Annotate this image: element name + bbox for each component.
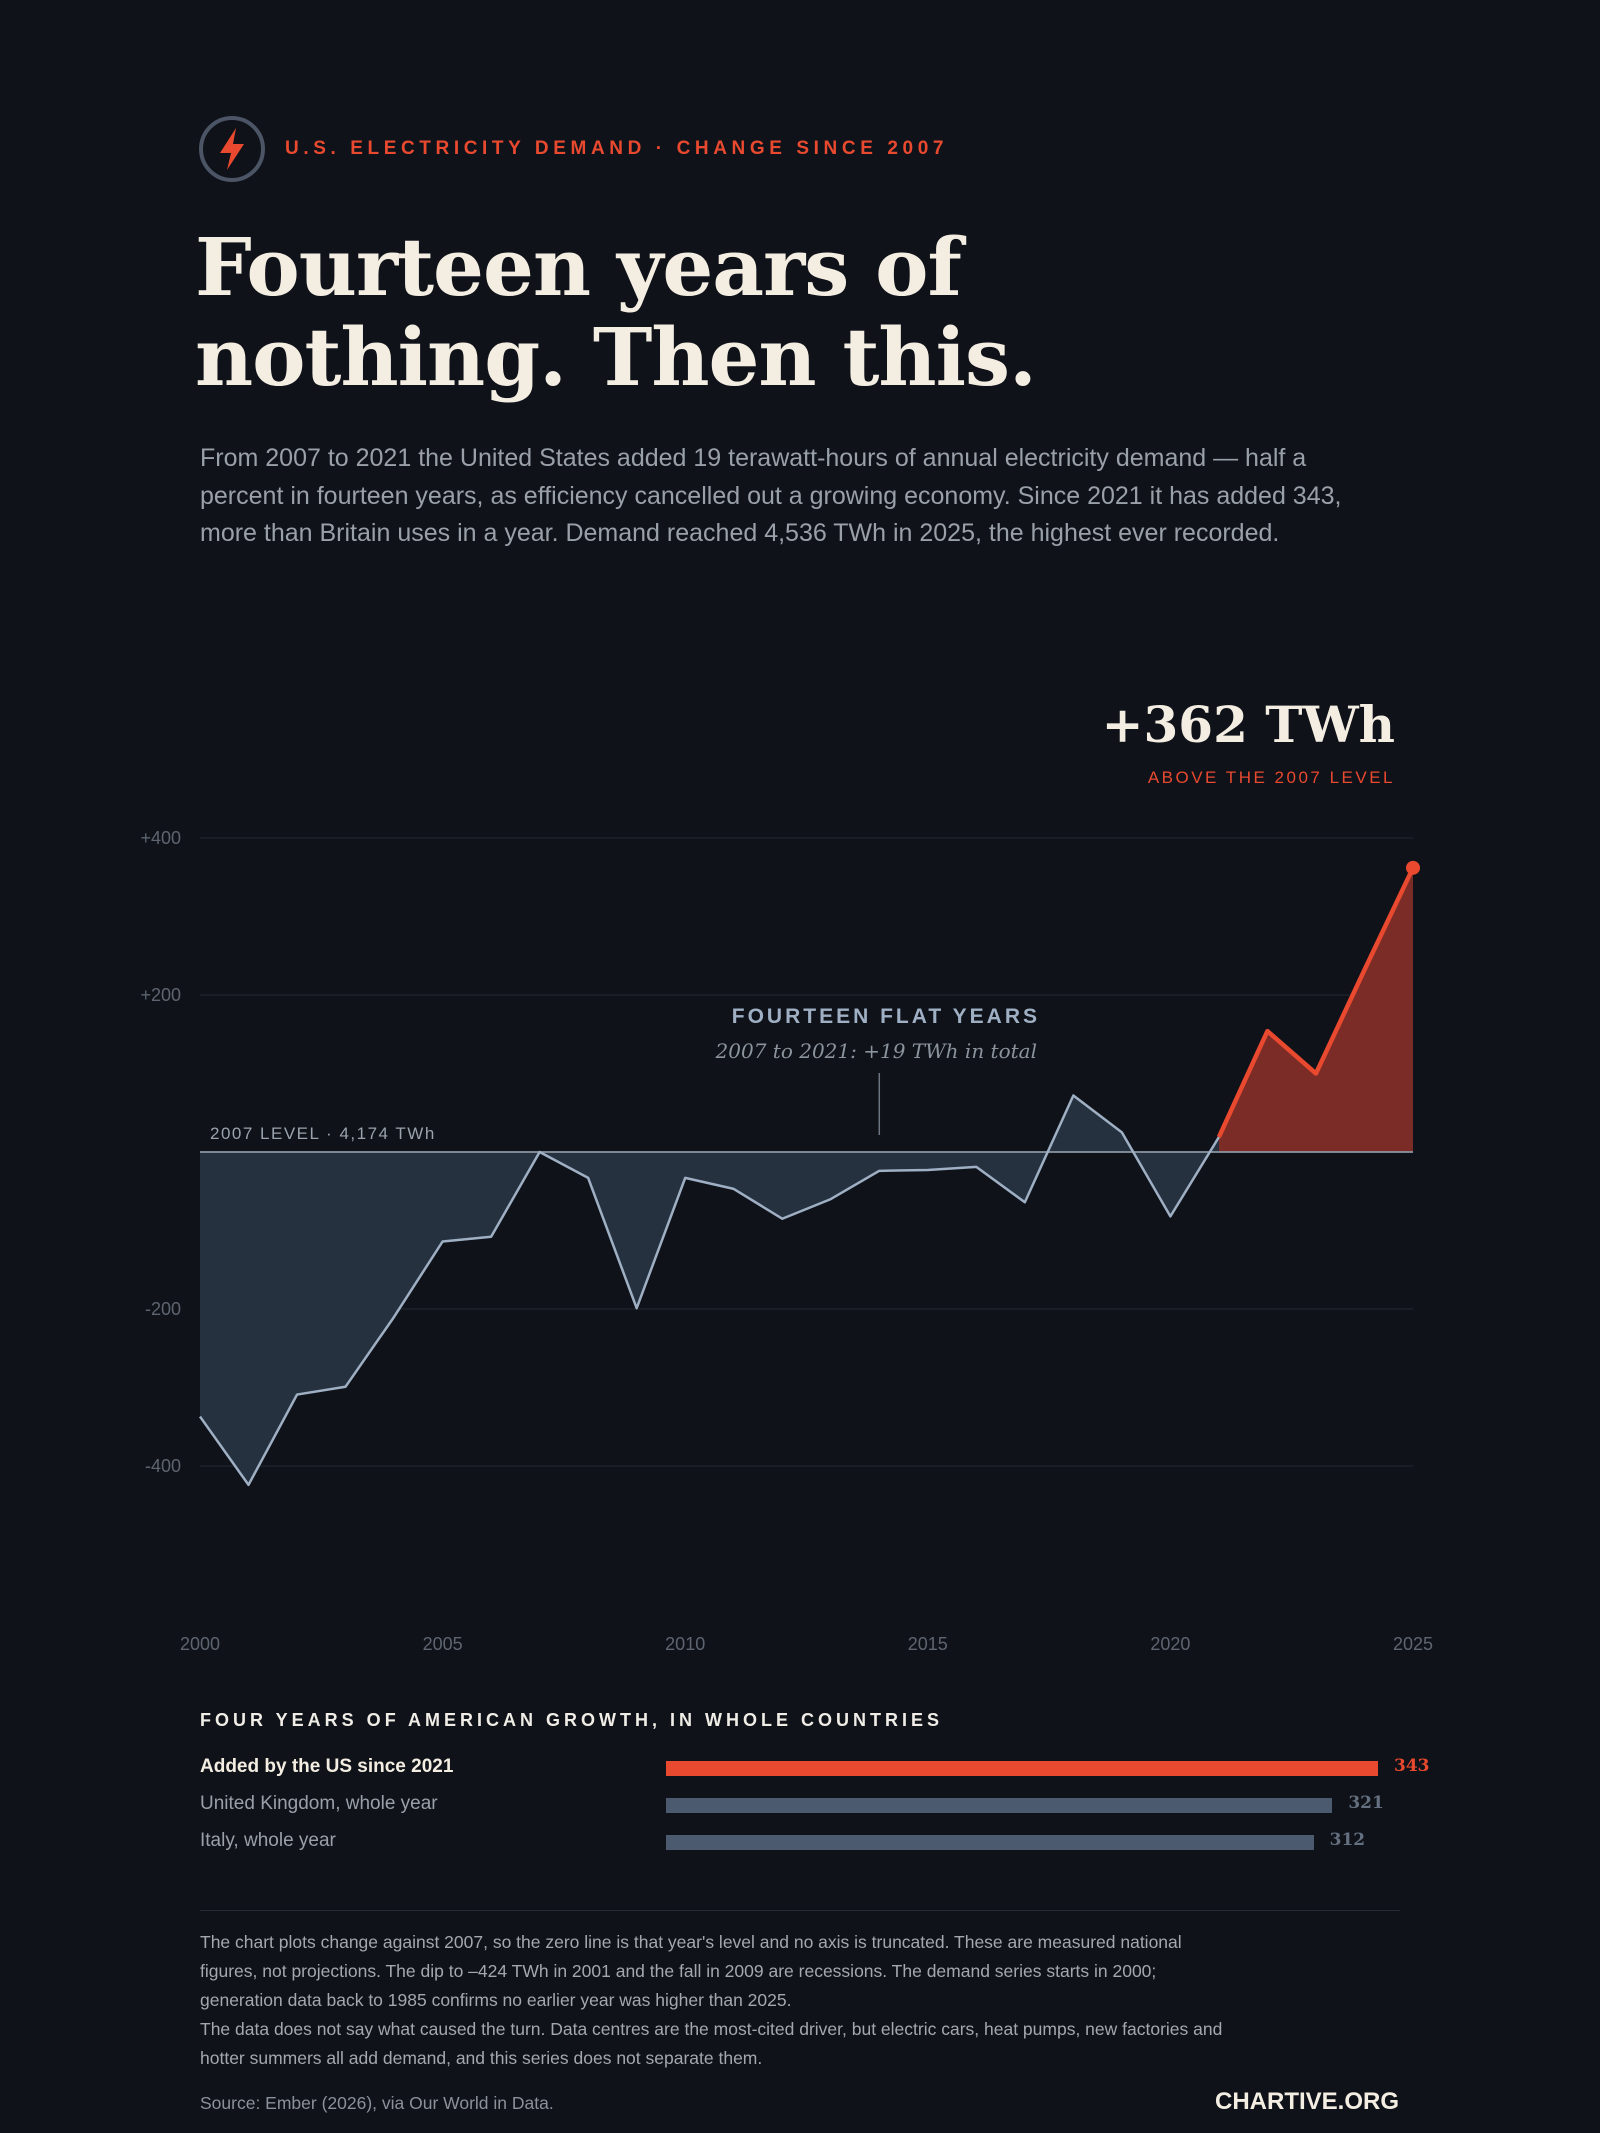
comparison-row-label: Italy, whole year: [200, 1830, 336, 1851]
comparison-value: 321: [1348, 1793, 1384, 1813]
comparison-title: FOUR YEARS OF AMERICAN GROWTH, IN WHOLE …: [200, 1710, 943, 1730]
source-credit: Source: Ember (2026), via Our World in D…: [200, 2093, 554, 2113]
y-tick-label: +400: [140, 828, 181, 848]
comparison-bar: [666, 1798, 1333, 1813]
comparison-row-label: Added by the US since 2021: [200, 1756, 454, 1777]
baseline-label: 2007 LEVEL · 4,174 TWh: [210, 1124, 436, 1143]
comparison-row-italy: Italy, whole year 312: [200, 1826, 1365, 1856]
x-tick-label: 2000: [180, 1634, 220, 1654]
comparison-row-label: United Kingdom, whole year: [200, 1793, 438, 1814]
intro-paragraph: From 2007 to 2021 the United States adde…: [200, 444, 1342, 547]
comparison-bar: [666, 1835, 1314, 1850]
callout-value: +362 TWh: [1102, 695, 1395, 754]
lightning-bolt-icon: [199, 116, 265, 182]
callout-label: ABOVE THE 2007 LEVEL: [1148, 768, 1395, 787]
footer-note-method: The chart plots change against 2007, so …: [200, 1932, 1182, 2010]
title-line-1: Fourteen years of: [195, 220, 962, 314]
comparison-row-us: Added by the US since 2021 343: [200, 1752, 1430, 1782]
x-tick-label: 2005: [423, 1634, 463, 1654]
title-line-2: nothing. Then this.: [195, 310, 1037, 404]
footer-notes: The chart plots change against 2007, so …: [200, 1928, 1240, 2073]
footer-divider: [200, 1910, 1400, 1911]
series-line-flat: [198, 1094, 1220, 1487]
x-tick-label: 2010: [665, 1634, 705, 1654]
surge-area: [1218, 867, 1413, 1152]
y-tick-label: -200: [145, 1299, 181, 1319]
annotation-subtitle: 2007 to 2021: +19 TWh in total: [715, 1039, 1037, 1063]
kicker-text: U.S. ELECTRICITY DEMAND · CHANGE SINCE 2…: [285, 138, 949, 159]
x-tick-label: 2025: [1393, 1634, 1433, 1654]
brand-logo[interactable]: CHARTIVE.ORG: [1214, 2088, 1399, 2115]
header-eyebrow: U.S. ELECTRICITY DEMAND · CHANGE SINCE 2…: [197, 114, 948, 184]
end-point-marker: [1406, 860, 1420, 875]
annotation-title: FOURTEEN FLAT YEARS: [732, 1005, 1040, 1028]
demand-change-chart: +400 +200 -200 -400 2007 LEVEL · 4,174 TWh 20…: [140, 695, 1433, 1654]
comparison-value: 312: [1329, 1830, 1366, 1850]
page-title: Fourteen years of nothing. Then this.: [195, 220, 1037, 404]
footer-note-caveat: The data does not say what caused the tu…: [200, 2019, 1223, 2068]
x-tick-label: 2015: [908, 1634, 948, 1654]
x-tick-label: 2020: [1150, 1634, 1190, 1654]
series-line-surge: [1216, 866, 1416, 1139]
comparison-row-uk: United Kingdom, whole year 321: [200, 1789, 1384, 1819]
comparison-bar: [666, 1761, 1378, 1776]
y-tick-label: +200: [140, 985, 181, 1005]
flat-years-area: [200, 1095, 1219, 1485]
y-tick-label: -400: [145, 1456, 181, 1476]
comparison-value: 343: [1394, 1756, 1430, 1776]
